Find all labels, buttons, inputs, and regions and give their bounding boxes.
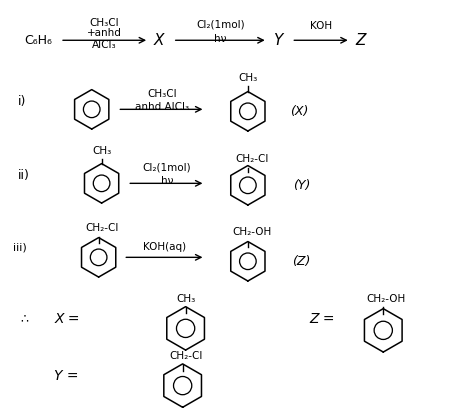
Text: Z: Z	[356, 33, 366, 48]
Text: X =: X =	[54, 312, 80, 325]
Text: Y: Y	[273, 33, 282, 48]
Text: CH₃Cl: CH₃Cl	[90, 17, 119, 27]
Text: ii): ii)	[18, 169, 29, 182]
Text: CH₂-OH: CH₂-OH	[366, 294, 406, 304]
Text: (Y): (Y)	[292, 179, 310, 192]
Text: CH₂-Cl: CH₂-Cl	[85, 223, 118, 233]
Text: hν: hν	[214, 34, 227, 44]
Text: anhd AlCl₃: anhd AlCl₃	[135, 102, 189, 112]
Text: C₆H₆: C₆H₆	[25, 34, 53, 47]
Text: Z =: Z =	[309, 312, 335, 325]
Text: CH₂-OH: CH₂-OH	[232, 227, 272, 237]
Text: ∴: ∴	[20, 312, 28, 325]
Text: (Z): (Z)	[292, 255, 310, 268]
Text: +anhd: +anhd	[87, 28, 122, 38]
Text: Y =: Y =	[54, 369, 79, 383]
Text: KOH: KOH	[310, 22, 332, 32]
Text: CH₃: CH₃	[92, 146, 111, 156]
Text: Cl₂(1mol): Cl₂(1mol)	[196, 20, 245, 30]
Text: iii): iii)	[13, 243, 27, 253]
Text: Cl₂(1mol): Cl₂(1mol)	[143, 163, 191, 173]
Text: KOH(aq): KOH(aq)	[143, 243, 186, 253]
Text: (X): (X)	[290, 105, 309, 118]
Text: i): i)	[18, 95, 26, 108]
Text: CH₃: CH₃	[238, 73, 257, 83]
Text: CH₃Cl: CH₃Cl	[147, 89, 177, 99]
Text: CH₂-Cl: CH₂-Cl	[235, 154, 268, 163]
Text: CH₃: CH₃	[176, 294, 195, 304]
Text: CH₂-Cl: CH₂-Cl	[169, 351, 202, 361]
Text: X: X	[154, 33, 164, 48]
Text: hν: hν	[161, 176, 173, 186]
Text: AlCl₃: AlCl₃	[92, 40, 117, 50]
